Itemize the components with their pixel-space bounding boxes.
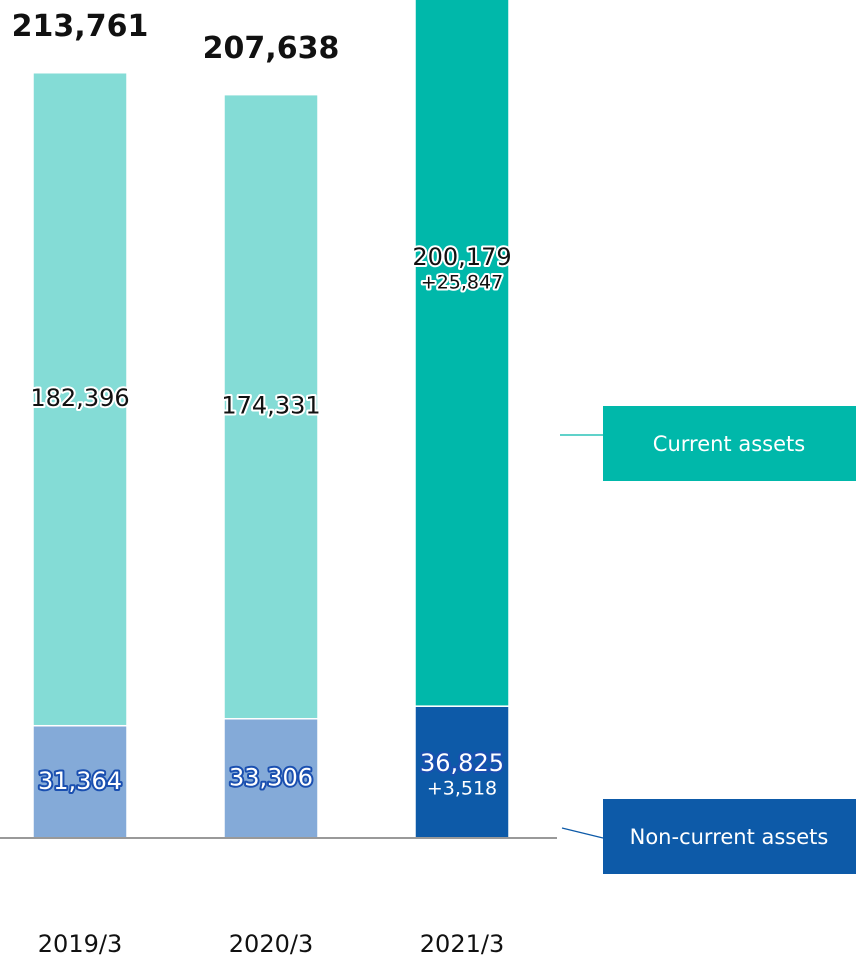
legend-label: Current assets <box>653 432 805 456</box>
value-label: 31,364 <box>38 767 122 795</box>
value-label: 174,331 <box>221 392 320 420</box>
bar-segment <box>32 724 128 839</box>
change-label: +25,847 <box>421 271 503 293</box>
legend-box <box>603 406 856 481</box>
bar-segment <box>414 0 510 707</box>
total-label: 207,638 <box>203 31 340 66</box>
x-tick-label: 2019/3 <box>38 930 122 958</box>
total-label: 213,761 <box>12 9 149 44</box>
x-tick-label: 2021/3 <box>420 930 504 958</box>
legend-leader <box>561 827 604 839</box>
legend-label: Non-current assets <box>630 825 829 849</box>
x-tick-label: 2020/3 <box>229 930 313 958</box>
value-label: 33,306 <box>229 763 313 791</box>
value-label: 200,179 <box>412 243 511 271</box>
bar-segment <box>223 93 319 720</box>
value-label: 182,396 <box>30 384 129 412</box>
bar-segment <box>32 71 128 727</box>
value-label: 36,825 <box>420 749 504 777</box>
bar-segment <box>414 705 510 839</box>
legend-box <box>603 799 856 874</box>
change-label: +3,518 <box>427 778 497 800</box>
